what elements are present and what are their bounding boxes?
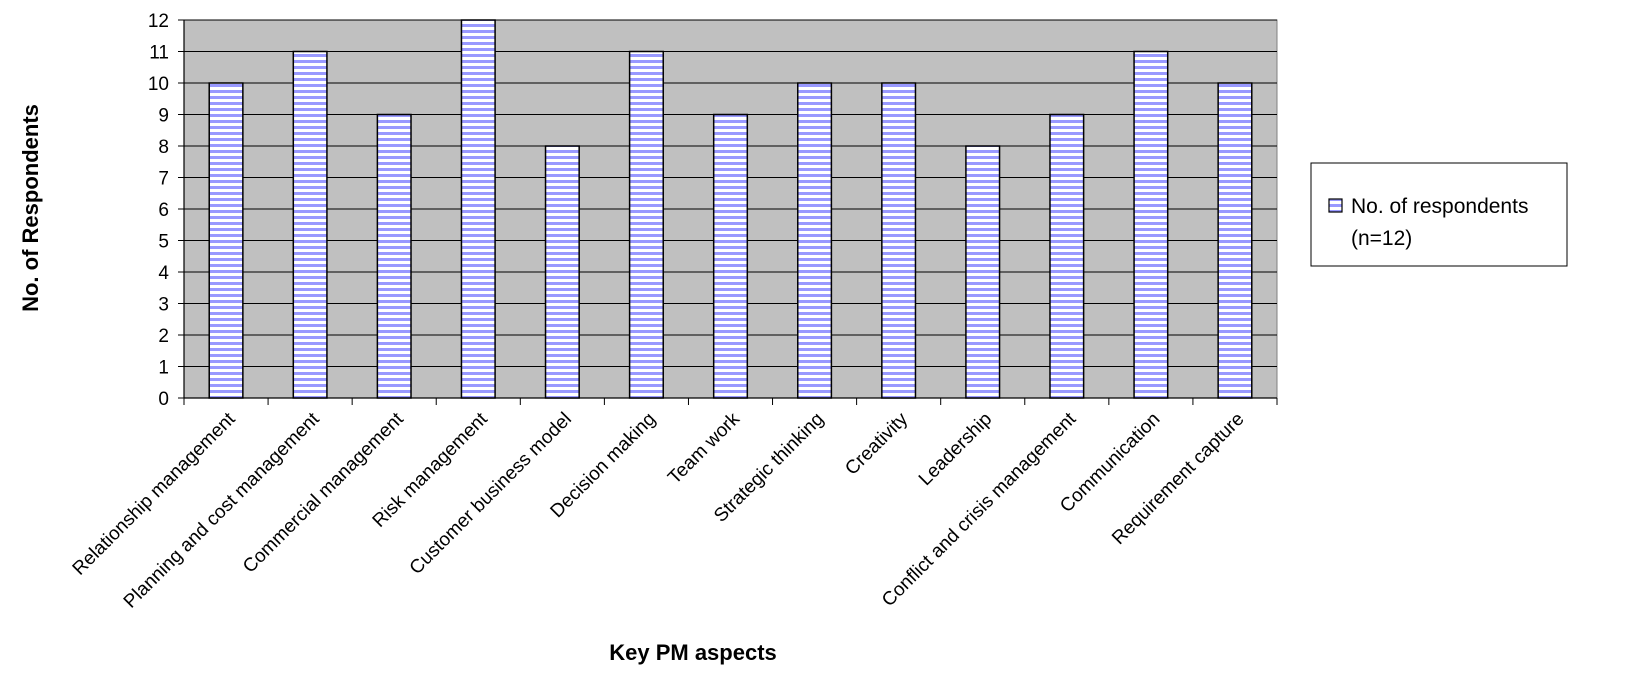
- y-tick-label: 0: [158, 389, 169, 410]
- category-label: Creativity: [841, 408, 912, 479]
- bar: [460, 19, 496, 399]
- category-label: Leadership: [915, 409, 996, 490]
- bar: [208, 82, 244, 399]
- y-tick-label: 9: [158, 106, 169, 127]
- category-label: Team work: [664, 408, 744, 488]
- y-tick-label: 2: [158, 326, 169, 347]
- bar: [628, 50, 664, 399]
- bar: [1049, 113, 1085, 399]
- legend: No. of respondents (n=12): [1310, 162, 1568, 267]
- bar: [1217, 82, 1253, 399]
- y-axis-title: No. of Respondents: [18, 104, 43, 312]
- y-tick-label: 1: [158, 358, 169, 379]
- y-tick-label: 10: [148, 74, 169, 95]
- y-tick-label: 12: [148, 11, 169, 32]
- x-axis-title: Key PM aspects: [609, 640, 777, 665]
- x-axis-ticks: [183, 398, 1278, 405]
- bar: [712, 113, 749, 399]
- category-label: Customer business model: [406, 409, 576, 579]
- y-tick-label: 8: [158, 137, 169, 158]
- legend-swatch: [1328, 198, 1343, 213]
- bar: [965, 145, 1001, 399]
- bar: [797, 82, 833, 399]
- bar: [544, 145, 580, 399]
- bars: [208, 19, 1253, 399]
- legend-label-line1: No. of respondents: [1351, 195, 1528, 218]
- y-tick-label: 6: [158, 200, 169, 221]
- y-tick-label: 3: [158, 295, 169, 316]
- legend-label-line2: (n=12): [1351, 227, 1412, 250]
- bar: [292, 50, 328, 399]
- y-tick-label: 11: [149, 43, 169, 64]
- y-tick-label: 4: [158, 263, 169, 284]
- category-label: Commercial management: [239, 408, 408, 577]
- y-tick-label: 5: [158, 232, 169, 253]
- bar: [881, 82, 917, 399]
- y-tick-label: 7: [158, 169, 169, 190]
- category-label: Relationship management: [69, 408, 240, 579]
- bar: [1133, 50, 1169, 399]
- legend-box: [1310, 162, 1568, 267]
- bar: [376, 113, 412, 399]
